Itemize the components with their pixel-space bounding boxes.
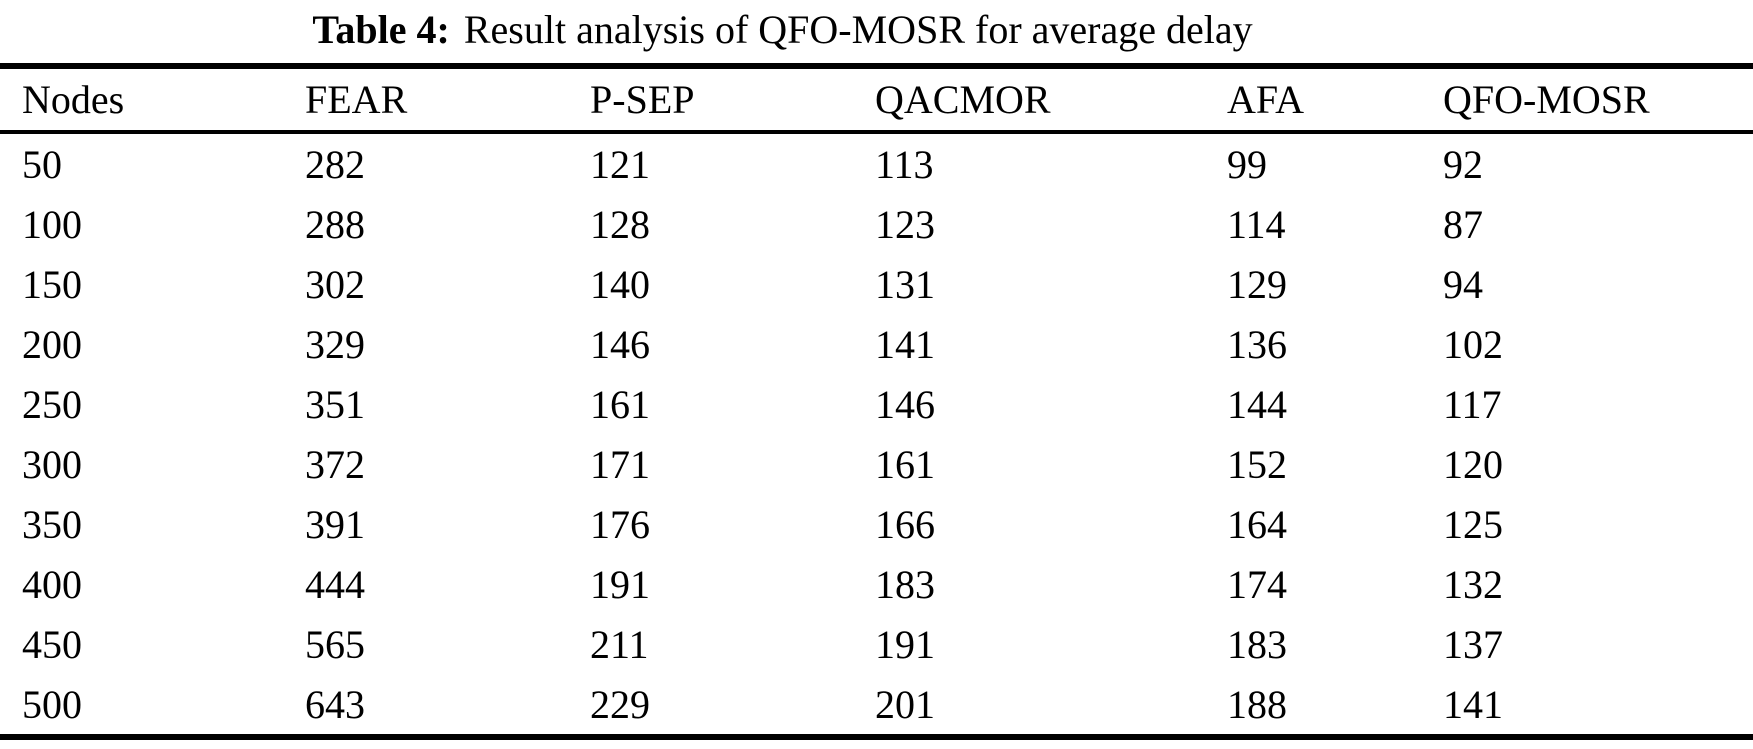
table-cell: 350 <box>22 501 82 547</box>
table-row: 200 329 146 141 136 102 <box>0 314 1753 374</box>
results-table: Nodes FEAR P-SEP QACMOR AFA QFO-MOSR 50 282 121… <box>0 63 1753 740</box>
table-cell: 211 <box>590 621 649 667</box>
table-cell: 643 <box>305 681 365 727</box>
table-cell: 114 <box>1227 201 1286 247</box>
column-header: Nodes <box>0 66 305 134</box>
table-row: 400 444 191 183 174 132 <box>0 554 1753 614</box>
table-row: 350 391 176 166 164 125 <box>0 494 1753 554</box>
table-cell: 191 <box>590 561 650 607</box>
table-cell: 250 <box>22 381 82 427</box>
table-cell: 302 <box>305 261 365 307</box>
table-row: 150 302 140 131 129 94 <box>0 254 1753 314</box>
column-header: AFA <box>1227 66 1443 134</box>
table-cell: 329 <box>305 321 365 367</box>
table-cell: 113 <box>875 141 934 187</box>
table-cell: 161 <box>590 381 650 427</box>
column-header: QFO-MOSR <box>1443 66 1753 134</box>
table-cell: 99 <box>1227 141 1267 187</box>
table-cell: 136 <box>1227 321 1287 367</box>
table-row: 50 282 121 113 99 92 <box>0 132 1753 194</box>
table-cell: 144 <box>1227 381 1287 427</box>
table-caption-label: Table 4: <box>312 7 450 52</box>
table-cell: 128 <box>590 201 650 247</box>
table-cell: 125 <box>1443 501 1503 547</box>
table-cell: 174 <box>1227 561 1287 607</box>
header-row: Nodes FEAR P-SEP QACMOR AFA QFO-MOSR <box>0 66 1753 134</box>
table-cell: 152 <box>1227 441 1287 487</box>
table-cell: 200 <box>22 321 82 367</box>
table-cell: 176 <box>590 501 650 547</box>
table-cell: 87 <box>1443 201 1483 247</box>
table-cell: 288 <box>305 201 365 247</box>
table-cell: 120 <box>1443 441 1503 487</box>
table-cell: 300 <box>22 441 82 487</box>
table-cell: 444 <box>305 561 365 607</box>
column-header: P-SEP <box>590 66 875 134</box>
table-cell: 391 <box>305 501 365 547</box>
table-header: Nodes FEAR P-SEP QACMOR AFA QFO-MOSR <box>0 66 1753 134</box>
table-cell: 166 <box>875 501 935 547</box>
table-cell: 188 <box>1227 681 1287 727</box>
table-body: 50 282 121 113 99 92 100 288 128 123 114 87 150 302 14… <box>0 132 1753 737</box>
table-cell: 229 <box>590 681 650 727</box>
table-cell: 146 <box>875 381 935 427</box>
table-cell: 123 <box>875 201 935 247</box>
table-row: 100 288 128 123 114 87 <box>0 194 1753 254</box>
table-row: 500 643 229 201 188 141 <box>0 674 1753 737</box>
table-cell: 351 <box>305 381 365 427</box>
table-caption: Table 4: Result analysis of QFO-MOSR for … <box>0 2 1565 58</box>
table-cell: 565 <box>305 621 365 667</box>
table-cell: 146 <box>590 321 650 367</box>
table-cell: 121 <box>590 141 650 187</box>
table-cell: 102 <box>1443 321 1503 367</box>
table-cell: 129 <box>1227 261 1287 307</box>
table-cell: 183 <box>1227 621 1287 667</box>
table-cell: 131 <box>875 261 935 307</box>
table-cell: 372 <box>305 441 365 487</box>
table-cell: 161 <box>875 441 935 487</box>
table-cell: 500 <box>22 681 82 727</box>
table-cell: 201 <box>875 681 935 727</box>
column-header: QACMOR <box>875 66 1227 134</box>
table-cell: 50 <box>22 141 62 187</box>
table-cell: 400 <box>22 561 82 607</box>
table-caption-text: Result analysis of QFO-MOSR for average … <box>463 7 1253 52</box>
table-cell: 164 <box>1227 501 1287 547</box>
table-cell: 141 <box>875 321 935 367</box>
table-cell: 92 <box>1443 141 1483 187</box>
column-header: FEAR <box>305 66 590 134</box>
table-cell: 171 <box>590 441 650 487</box>
table-cell: 94 <box>1443 261 1483 307</box>
table-cell: 137 <box>1443 621 1503 667</box>
table-cell: 141 <box>1443 681 1503 727</box>
table-cell: 282 <box>305 141 365 187</box>
table-row: 250 351 161 146 144 117 <box>0 374 1753 434</box>
table-cell: 150 <box>22 261 82 307</box>
table-cell: 183 <box>875 561 935 607</box>
table-cell: 117 <box>1443 381 1502 427</box>
table-cell: 450 <box>22 621 82 667</box>
table-cell: 191 <box>875 621 935 667</box>
table-cell: 140 <box>590 261 650 307</box>
table-row: 450 565 211 191 183 137 <box>0 614 1753 674</box>
table-row: 300 372 171 161 152 120 <box>0 434 1753 494</box>
table-cell: 100 <box>22 201 82 247</box>
table-cell: 132 <box>1443 561 1503 607</box>
